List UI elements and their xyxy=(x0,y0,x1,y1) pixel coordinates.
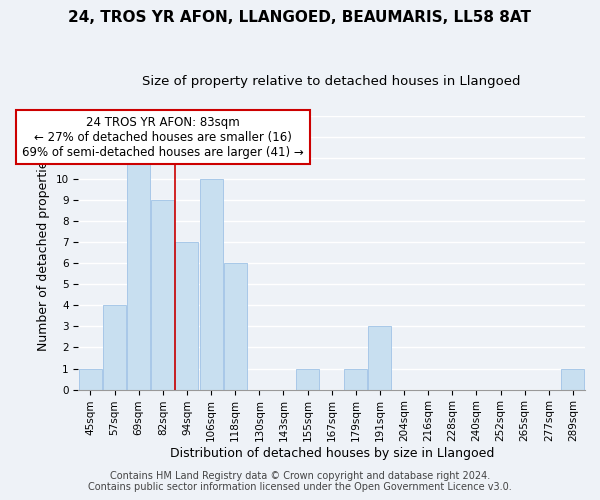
Text: 24, TROS YR AFON, LLANGOED, BEAUMARIS, LL58 8AT: 24, TROS YR AFON, LLANGOED, BEAUMARIS, L… xyxy=(68,10,532,25)
Bar xyxy=(344,368,367,390)
Bar xyxy=(368,326,391,390)
Bar xyxy=(79,368,102,390)
Text: Contains HM Land Registry data © Crown copyright and database right 2024.
Contai: Contains HM Land Registry data © Crown c… xyxy=(88,471,512,492)
X-axis label: Distribution of detached houses by size in Llangoed: Distribution of detached houses by size … xyxy=(170,447,494,460)
Y-axis label: Number of detached properties: Number of detached properties xyxy=(37,154,50,351)
Title: Size of property relative to detached houses in Llangoed: Size of property relative to detached ho… xyxy=(142,75,521,88)
Bar xyxy=(224,263,247,390)
Bar xyxy=(200,179,223,390)
Bar xyxy=(296,368,319,390)
Bar xyxy=(151,200,174,390)
Text: 24 TROS YR AFON: 83sqm
← 27% of detached houses are smaller (16)
69% of semi-det: 24 TROS YR AFON: 83sqm ← 27% of detached… xyxy=(22,116,304,158)
Bar xyxy=(127,158,150,390)
Bar xyxy=(103,306,126,390)
Bar xyxy=(562,368,584,390)
Bar xyxy=(175,242,199,390)
